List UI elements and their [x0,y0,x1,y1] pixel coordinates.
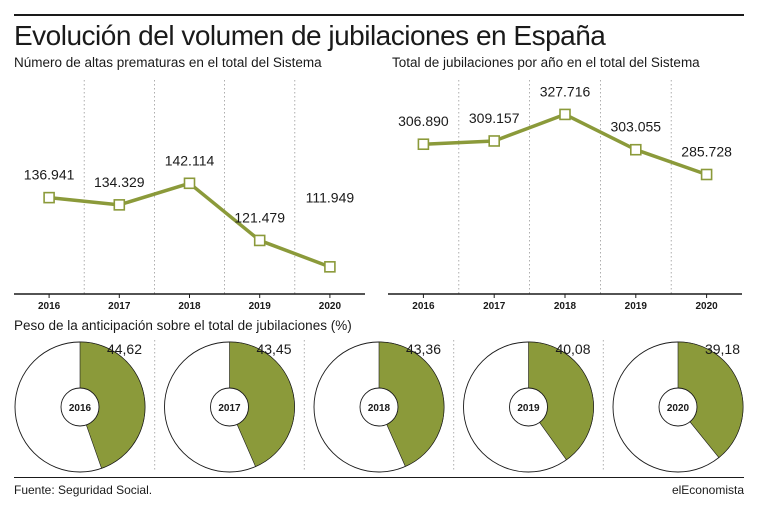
pie-slice [677,341,744,458]
line-chart-2-title: Total de jubilaciones por año en el tota… [392,55,700,70]
pie-center [210,387,249,427]
page-title: Evolución del volumen de jubilaciones en… [14,20,606,51]
data-point [629,143,642,156]
pie-year-label: 2016 [69,403,92,414]
series-line [423,112,708,177]
pie-value-label: 43,36 [406,341,441,357]
x-tick-label: 2016 [38,301,61,312]
pie-value-label: 40,08 [555,341,590,357]
data-label: 136.941 [24,167,75,183]
data-point [417,138,430,151]
top-rule [14,14,744,16]
pie-value-label: 39,18 [705,341,740,357]
line-chart-1-title: Número de altas prematuras en el total d… [14,55,322,70]
pie-center [658,387,698,427]
pie-center [359,387,399,427]
pie-year-label: 2017 [218,403,241,414]
data-label: 285.728 [681,143,732,159]
data-point [700,168,713,181]
pie-slice [79,341,146,469]
pie-year-label: 2020 [667,403,690,414]
data-label: 121.479 [234,209,285,225]
pie-slice [378,341,445,467]
x-tick-label: 2017 [483,301,506,312]
data-label: 142.114 [165,152,215,168]
pie-year-label: 2019 [517,403,540,414]
x-tick-label: 2020 [319,301,342,312]
pie-value-label: 44,62 [107,341,142,357]
x-tick-label: 2016 [412,301,435,312]
brand-logo: elEconomista [671,483,744,497]
data-label: 134.329 [94,174,145,190]
data-point [488,135,501,147]
data-point [113,199,126,211]
x-tick-label: 2017 [108,301,131,312]
pie-charts-title: Peso de la anticipación sobre el total d… [14,318,352,333]
x-tick-label: 2018 [178,301,201,312]
pie-year-label: 2018 [368,403,391,414]
x-tick-label: 2019 [625,301,648,312]
x-tick-label: 2020 [695,301,718,312]
data-point [253,234,266,247]
data-point [559,108,571,121]
data-label: 306.890 [398,113,449,129]
series-line [48,181,331,269]
pie-value-label: 43,45 [256,341,291,357]
pie-slice [528,341,594,461]
source-note: Fuente: Seguridad Social. [14,483,153,497]
data-label: 303.055 [610,119,661,135]
data-label: 327.716 [540,83,591,99]
footer-rule [14,477,744,478]
data-label: 309.157 [469,110,520,126]
data-point [43,191,55,204]
pie-center [60,387,100,427]
data-point [183,177,196,190]
data-point [324,261,336,273]
x-tick-label: 2018 [554,301,577,312]
x-tick-label: 2019 [249,301,272,312]
data-label: 111.949 [306,189,355,205]
pie-slice [229,341,295,467]
pie-center [509,387,548,427]
